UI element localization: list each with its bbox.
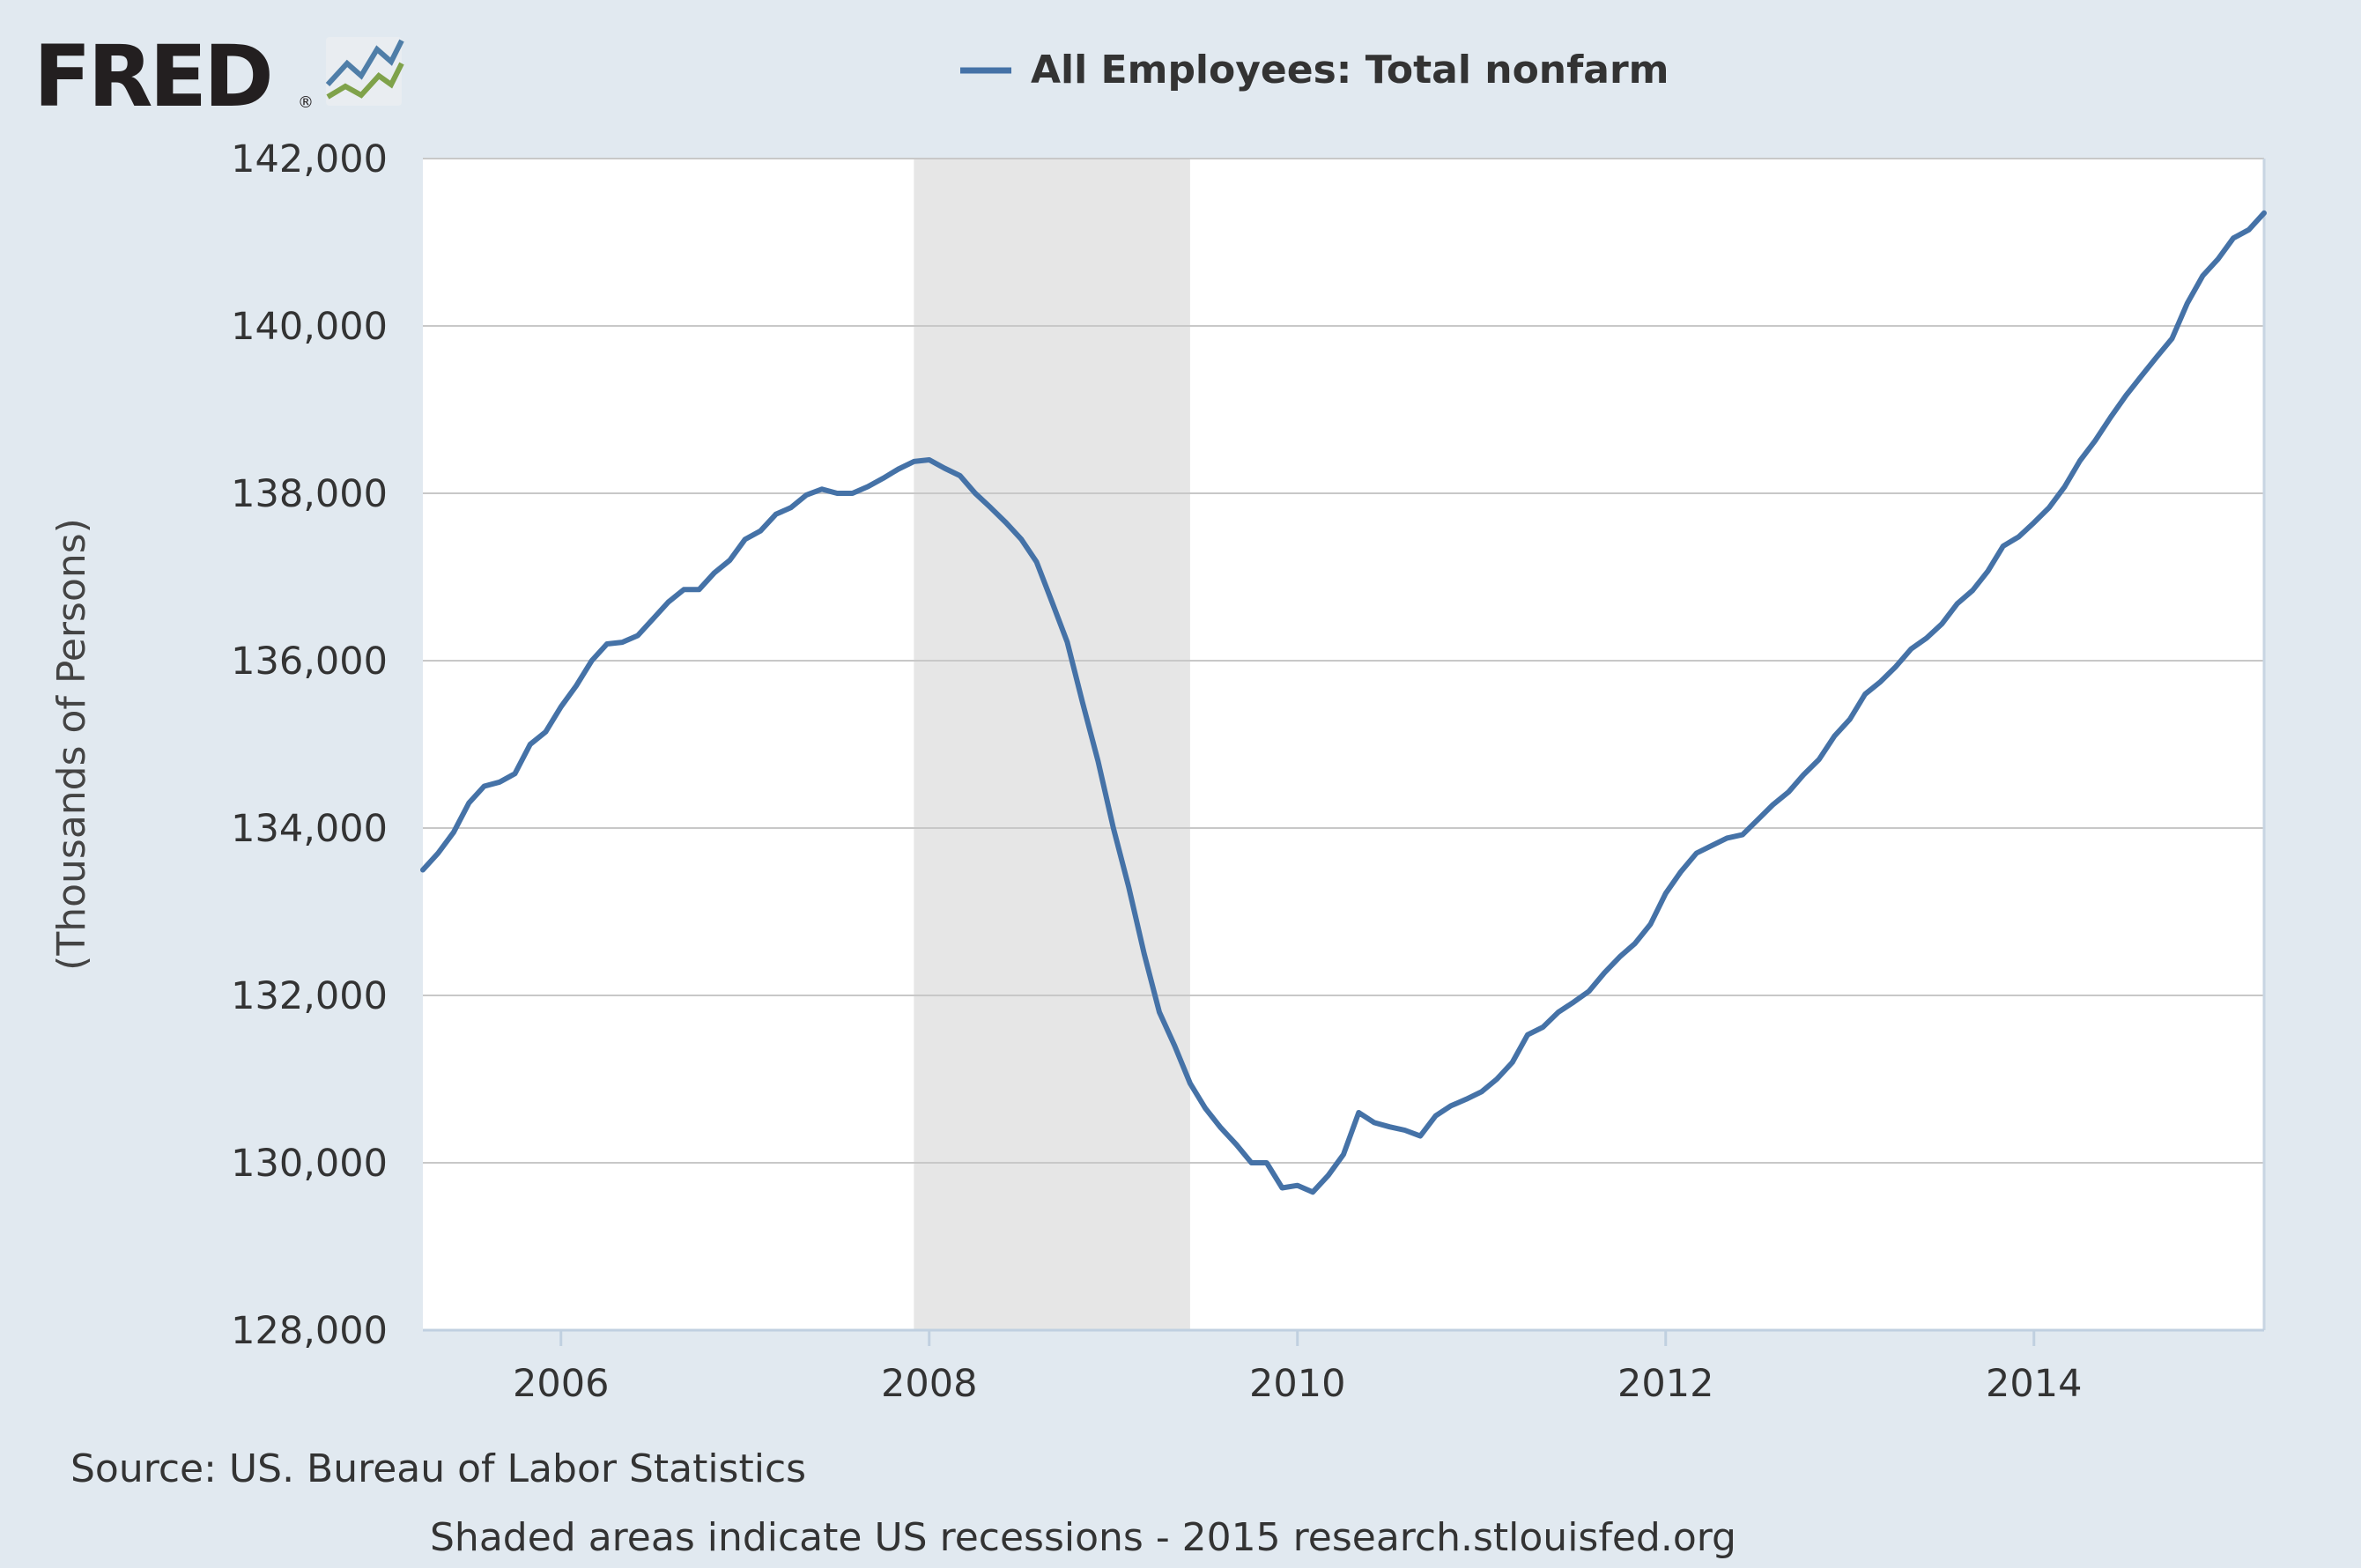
- logo-graph-icon: [325, 37, 404, 106]
- y-tick-label: 134,000: [231, 807, 388, 851]
- plot-area: [423, 159, 2264, 1330]
- y-tick-label: 138,000: [231, 472, 388, 516]
- y-tick-label: 142,000: [231, 137, 388, 181]
- y-tick-label: 130,000: [231, 1142, 388, 1186]
- x-tick-label: 2010: [1249, 1362, 1345, 1406]
- fred-logo: FRED ®: [33, 27, 404, 126]
- y-axis-title: (Thousands of Persons): [49, 518, 94, 971]
- series-line-0: [420, 210, 2267, 1195]
- x-tick-label: 2008: [881, 1362, 977, 1406]
- gridlines: [423, 158, 2266, 1331]
- source-note: Source: US. Bureau of Labor Statistics: [70, 1446, 806, 1491]
- y-tick-label: 140,000: [231, 305, 388, 349]
- y-axis: 128,000 130,000 132,000 134,000 136,000 138,0…: [231, 137, 388, 1353]
- legend: All Employees: Total nonfarm: [960, 48, 1669, 92]
- x-tick-label: 2012: [1617, 1362, 1713, 1406]
- recession-layer: [914, 159, 1190, 1330]
- x-tick-label: 2006: [513, 1362, 609, 1406]
- y-tick-label: 136,000: [231, 640, 388, 684]
- logo-text: FRED: [33, 27, 270, 126]
- x-axis: 2006 2008 2010 2012 2014: [423, 1328, 2264, 1406]
- recession-note: Shaded areas indicate US recessions - 20…: [430, 1515, 1736, 1560]
- series-layer: [420, 210, 2267, 1195]
- logo-registered-mark: ®: [298, 93, 314, 112]
- x-tick-label: 2014: [1986, 1362, 2082, 1406]
- y-tick-label: 128,000: [231, 1309, 388, 1353]
- recession-band-0: [914, 159, 1190, 1330]
- legend-label: All Employees: Total nonfarm: [1031, 48, 1669, 92]
- y-tick-label: 132,000: [231, 974, 388, 1018]
